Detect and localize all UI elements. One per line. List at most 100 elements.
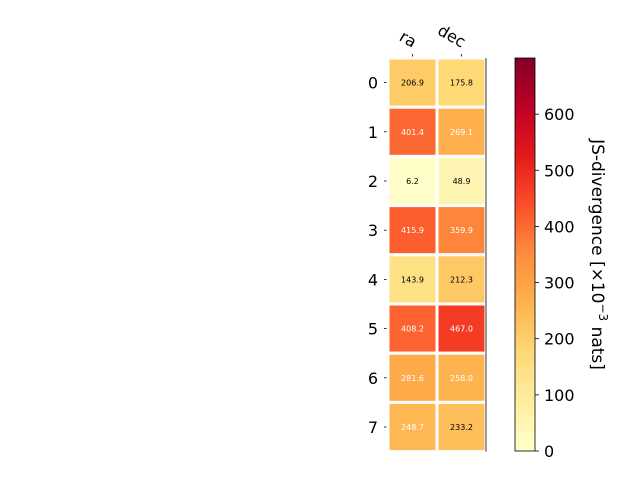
colorbar-segment [515, 347, 535, 351]
colorbar-segment [515, 198, 535, 202]
colorbar-segment [515, 408, 535, 413]
colorbar-segment [515, 181, 535, 185]
row-tick-label: 2 [368, 172, 378, 191]
colorbar-segment [515, 60, 535, 65]
colorbar-segment [515, 394, 535, 399]
colorbar-tick-label: 100 [544, 386, 575, 405]
cell-value-label: 281.6 [401, 374, 424, 383]
colorbar-segment [515, 133, 535, 138]
colorbar-segment [515, 422, 535, 427]
colorbar-segment [515, 324, 535, 329]
colorbar-gradient [515, 58, 535, 452]
colorbar-segment [515, 293, 535, 298]
colorbar-segment [515, 448, 535, 452]
colorbar-segment [515, 425, 535, 430]
heatmap-cell [386, 253, 439, 306]
colorbar-segment [515, 369, 535, 373]
colorbar-segment [515, 220, 535, 225]
colorbar-segment [515, 352, 535, 357]
heatmap-cell [435, 105, 488, 158]
colorbar-segment [515, 321, 535, 326]
colorbar-segment [515, 164, 535, 169]
colorbar-tick-label: 0 [544, 442, 554, 461]
colorbar-segment [515, 349, 535, 354]
colorbar-segment [515, 161, 535, 166]
colorbar-segment [515, 100, 535, 104]
cell-value-label: 467.0 [450, 325, 473, 334]
colorbar-segment [515, 262, 535, 267]
column-tick-label: dec [435, 21, 469, 52]
colorbar-segment [515, 226, 535, 230]
colorbar-segment [515, 439, 535, 444]
row-tick-label: 7 [368, 418, 378, 437]
colorbar-segment [515, 296, 535, 301]
colorbar-segment [515, 105, 535, 110]
cell-value-label: 359.9 [450, 226, 473, 235]
heatmap-cell [386, 204, 439, 257]
colorbar-segment [515, 341, 535, 345]
heatmap-cell [435, 154, 488, 208]
colorbar-segment [515, 271, 535, 275]
heatmap-cell [386, 154, 439, 208]
colorbar-segment [515, 276, 535, 281]
colorbar-segment [515, 442, 535, 446]
colorbar-ticks: 0 100 200 300 400 500 600 [535, 105, 575, 461]
colorbar-segment [515, 251, 535, 256]
colorbar-segment [515, 310, 535, 315]
colorbar-segment [515, 142, 535, 146]
colorbar-segment [515, 234, 535, 239]
colorbar-segment [515, 290, 535, 295]
cell-value-label: 206.9 [401, 79, 424, 88]
row-tick-label: 3 [368, 221, 378, 240]
colorbar-segment [515, 153, 535, 157]
colorbar-segment [515, 305, 535, 309]
colorbar-segment [515, 111, 535, 115]
cell-value-label: 269.1 [450, 128, 473, 137]
colorbar-segment [515, 248, 535, 253]
colorbar-segment [515, 218, 535, 222]
colorbar-segment [515, 69, 535, 73]
colorbar-segment [515, 378, 535, 382]
colorbar-segment [515, 72, 535, 76]
colorbar-segment [515, 420, 535, 424]
column-labels: ra dec [396, 21, 469, 58]
colorbar-frame [514, 57, 536, 452]
colorbar-segment [515, 338, 535, 343]
row-tick-label: 5 [368, 320, 378, 339]
colorbar-segment [515, 203, 535, 208]
colorbar-segment [515, 201, 535, 205]
colorbar-segment [515, 406, 535, 410]
colorbar-label: JS-divergence [×10−3 nats] [587, 138, 610, 370]
colorbar-segment [515, 91, 535, 96]
colorbar-segment [515, 147, 535, 152]
colorbar-segment [515, 363, 535, 368]
colorbar-segment [515, 156, 535, 160]
colorbar-segment [515, 414, 535, 418]
colorbar-segment [515, 313, 535, 317]
colorbar-segment [515, 192, 535, 197]
colorbar-segment [515, 288, 535, 292]
colorbar-segment [515, 170, 535, 174]
colorbar-segment [515, 83, 535, 87]
colorbar-segment [515, 389, 535, 393]
colorbar-segment [515, 88, 535, 93]
cell-value-label: 408.2 [401, 325, 424, 334]
colorbar-segment [515, 392, 535, 396]
colorbar-segment [515, 178, 535, 183]
colorbar-tick-label: 200 [544, 330, 575, 349]
colorbar-segment [515, 130, 535, 135]
colorbar-segment [515, 397, 535, 402]
cell-value-label: 175.8 [450, 79, 473, 88]
colorbar-segment [515, 80, 535, 84]
colorbar-tick-label: 600 [544, 105, 575, 124]
cell-value-label: 48.9 [453, 177, 471, 186]
heatmap-cell [435, 56, 488, 109]
colorbar-segment [515, 400, 535, 404]
colorbar-segment [515, 436, 535, 441]
colorbar-segment [515, 175, 535, 180]
colorbar-segment [515, 431, 535, 435]
colorbar-segment [515, 246, 535, 250]
heatmap-cell [435, 351, 488, 404]
colorbar-segment [515, 125, 535, 129]
